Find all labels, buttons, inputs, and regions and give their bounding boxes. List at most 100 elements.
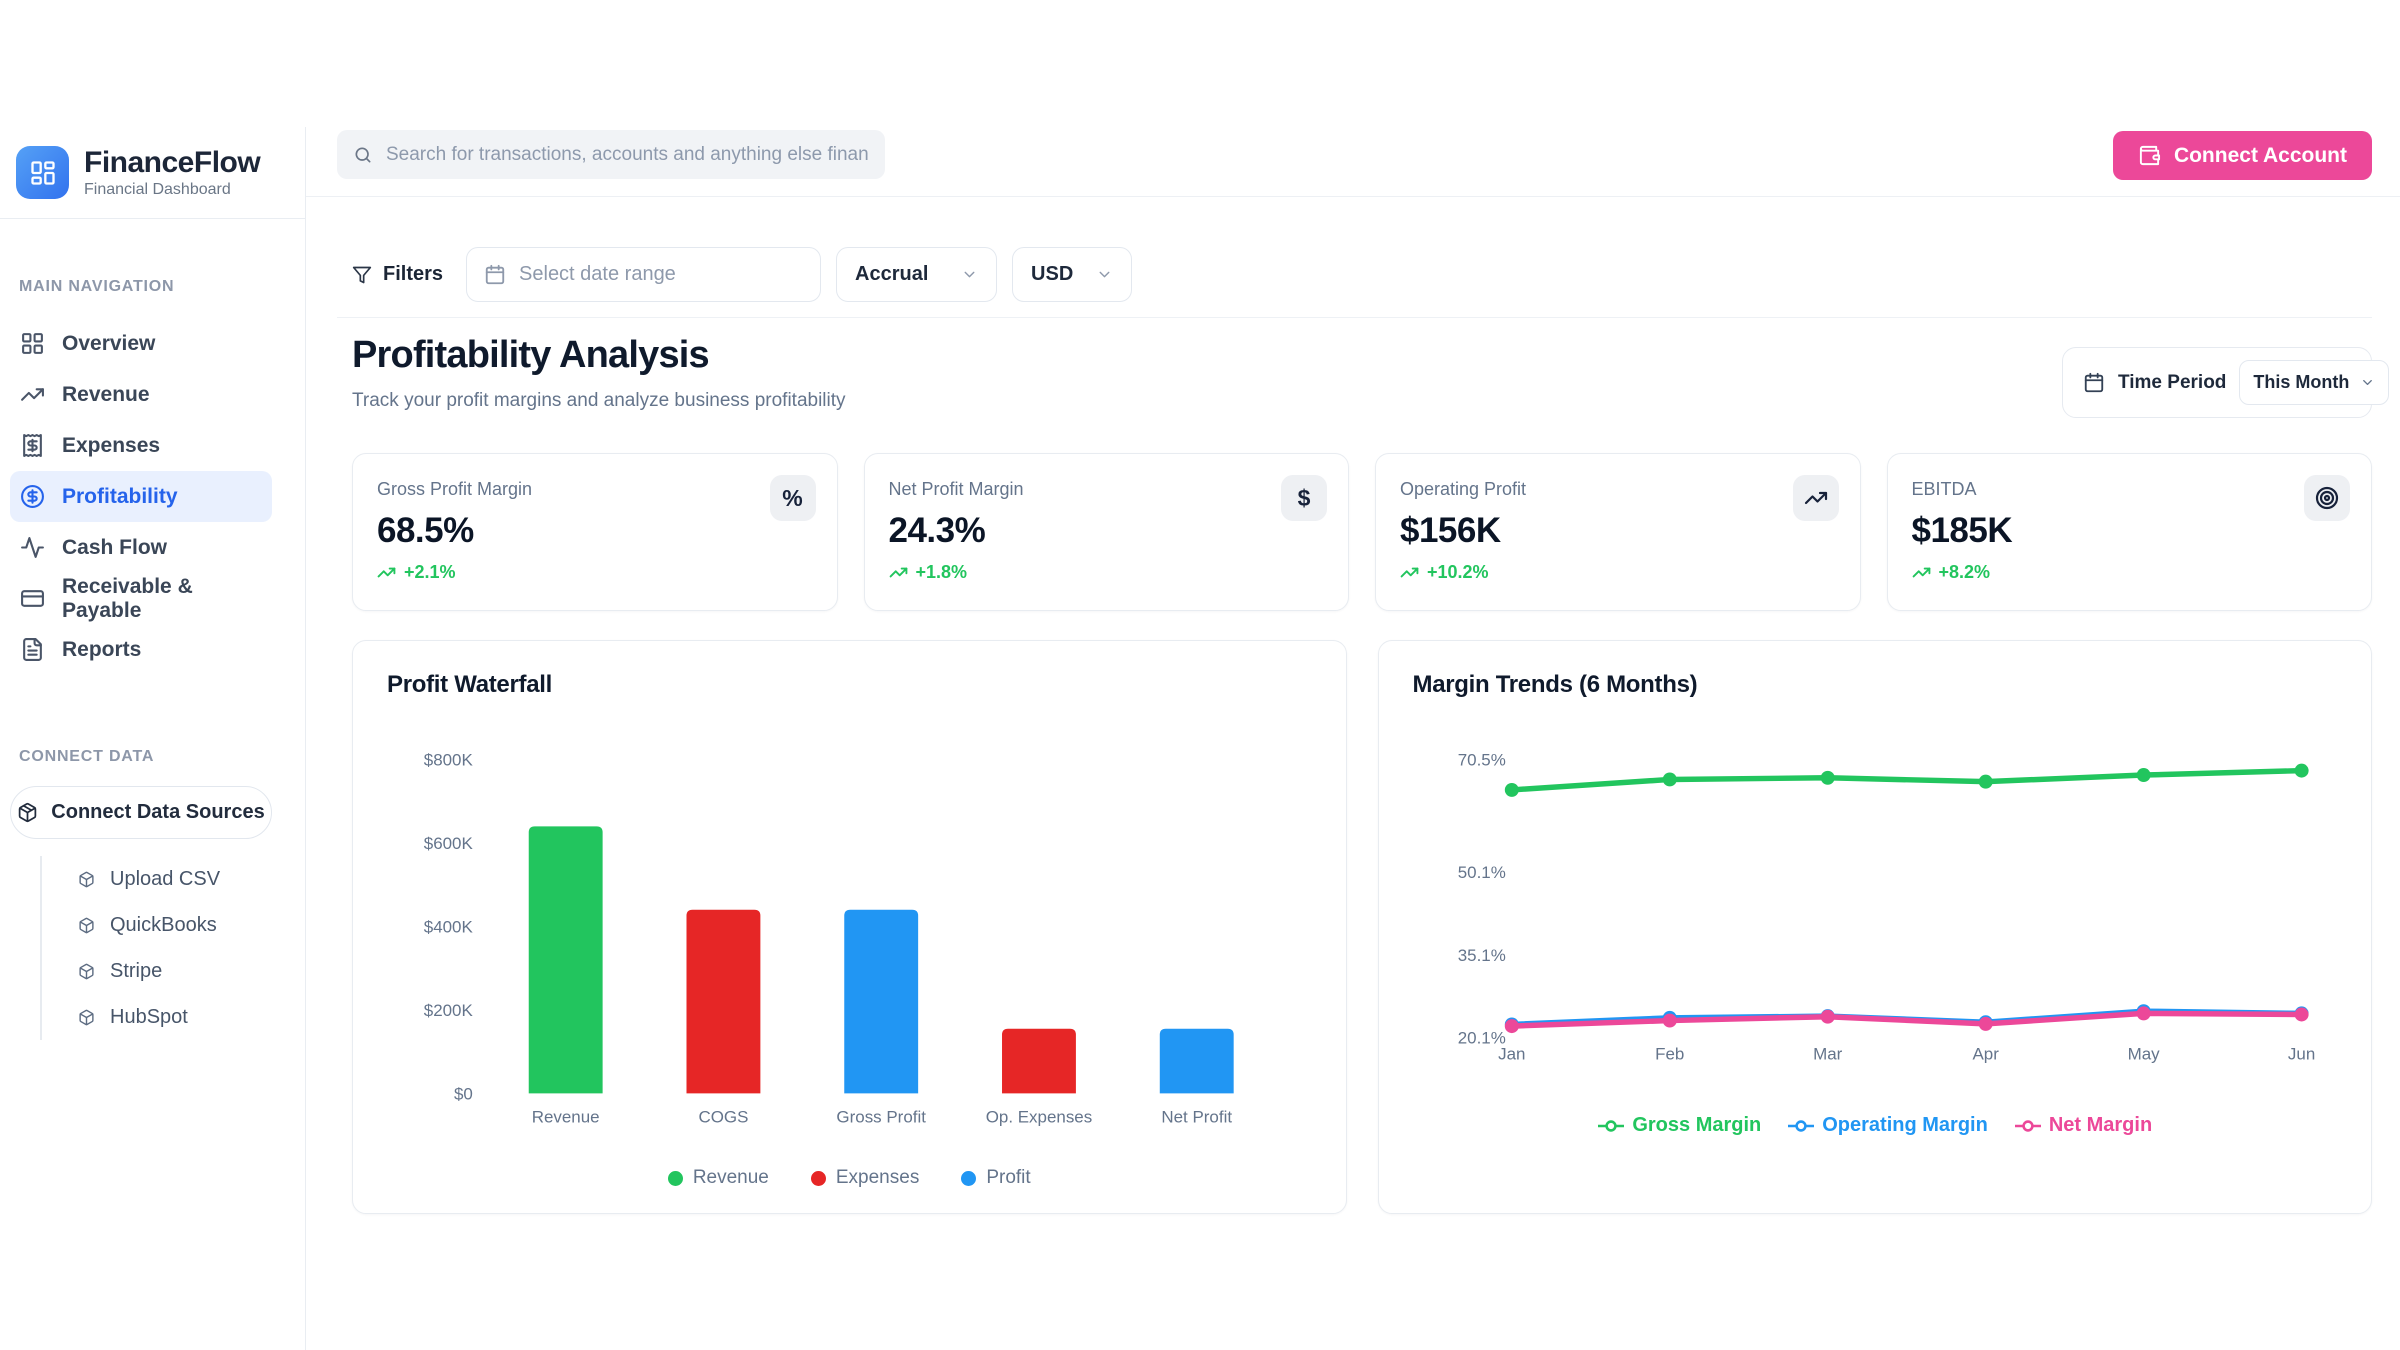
- point-Net Margin: [2294, 1007, 2309, 1022]
- y-tick: $0: [454, 1084, 473, 1103]
- y-tick: $800K: [424, 751, 474, 770]
- credit-card-icon: [21, 590, 44, 607]
- sidebar-item-profitability[interactable]: Profitability: [10, 471, 272, 522]
- connect-data-sources-button[interactable]: Connect Data Sources: [10, 786, 272, 839]
- point-Gross Margin: [1662, 772, 1677, 787]
- sidebar-item-cash-flow[interactable]: Cash Flow: [10, 522, 272, 573]
- y-tick: $600K: [424, 834, 474, 853]
- line-Net Margin: [1508, 1010, 2304, 1029]
- legend-dot-icon: [961, 1170, 977, 1186]
- chart-title: Margin Trends (6 Months): [1412, 671, 1698, 698]
- x-label: COGS: [698, 1107, 748, 1126]
- time-period-select[interactable]: This Month: [2239, 360, 2390, 405]
- time-period-label: Time Period: [2118, 371, 2227, 393]
- connect-data-subitems: Upload CSV QuickBooks Stripe HubSpot: [40, 856, 280, 1040]
- currency-select[interactable]: USD: [1012, 247, 1133, 302]
- legend-dot-icon: [667, 1170, 683, 1186]
- package-icon: [79, 917, 94, 933]
- bar-Net Profit: [1159, 1028, 1234, 1094]
- legend-line-icon: [1598, 1119, 1625, 1132]
- kpi-cards: Gross Profit Margin 68.5% +2.1% % Net Pr…: [352, 453, 2372, 611]
- trending-up-icon: [889, 567, 907, 578]
- calendar-icon: [2084, 372, 2104, 392]
- point-Gross Margin: [2294, 763, 2309, 778]
- legend-item: Gross Margin: [1597, 1114, 1761, 1137]
- profit-waterfall-card: $800K $600K $400K $200K $0 Revenue COGS Gross P…: [352, 640, 1347, 1214]
- brand-subtitle: Financial Dashboard: [84, 181, 231, 198]
- kpi-ebitda: EBITDA $185K +8.2%: [1886, 453, 2372, 611]
- sidebar-item-expenses[interactable]: Expenses: [10, 420, 272, 471]
- search-input[interactable]: [386, 143, 869, 166]
- kpi-label: Operating Profit: [1400, 479, 1527, 499]
- circle-dollar-icon: [21, 485, 44, 508]
- receipt-icon: [23, 434, 42, 457]
- kpi-label: Net Profit Margin: [888, 479, 1024, 499]
- sidebar-item-label: Revenue: [62, 382, 150, 406]
- funnel-icon: [352, 266, 372, 283]
- main-navigation: Overview Revenue Expenses Profitability …: [10, 318, 272, 675]
- sidebar-item-quickbooks[interactable]: QuickBooks: [42, 902, 280, 948]
- kpi-delta: +1.8%: [889, 562, 1325, 583]
- connect-data-label: CONNECT DATA: [19, 748, 155, 765]
- sidebar-item-overview[interactable]: Overview: [10, 318, 272, 369]
- kpi-value: $185K: [1911, 511, 2013, 550]
- package-icon: [19, 802, 37, 823]
- kpi-gross-profit-margin: Gross Profit Margin 68.5% +2.1% %: [352, 453, 838, 611]
- sidebar-item-hubspot[interactable]: HubSpot: [42, 994, 280, 1040]
- page-subtitle: Track your profit margins and analyze bu…: [352, 390, 846, 411]
- package-icon: [79, 1009, 94, 1025]
- activity-icon: [21, 537, 44, 558]
- x-label: Jun: [2287, 1045, 2314, 1064]
- dollar-icon: $: [1281, 475, 1327, 521]
- kpi-net-profit-margin: Net Profit Margin 24.3% +1.8% $: [863, 453, 1349, 611]
- sidebar-item-label: Reports: [62, 637, 142, 661]
- kpi-value: 24.3%: [888, 511, 986, 550]
- kpi-value: $156K: [1400, 511, 1501, 550]
- legend-item: Operating Margin: [1787, 1114, 1988, 1137]
- page-title: Profitability Analysis: [352, 334, 710, 376]
- sidebar-item-label: Profitability: [62, 484, 178, 508]
- point-Gross Margin: [2136, 768, 2151, 783]
- point-Net Margin: [1820, 1009, 1835, 1024]
- date-range-input[interactable]: [519, 263, 804, 286]
- package-icon: [79, 963, 94, 979]
- sidebar-item-label: Expenses: [62, 433, 161, 457]
- charts-row: $800K $600K $400K $200K $0 Revenue COGS Gross P…: [352, 640, 2372, 1214]
- x-label: Jan: [1498, 1045, 1525, 1064]
- date-range-field[interactable]: [466, 247, 822, 302]
- x-label: Feb: [1655, 1045, 1684, 1064]
- x-label: Revenue: [532, 1107, 600, 1126]
- line-Gross Margin: [1508, 767, 2304, 793]
- x-label: May: [2127, 1045, 2160, 1064]
- point-Gross Margin: [1820, 770, 1835, 785]
- file-text-icon: [23, 638, 42, 661]
- kpi-label: Gross Profit Margin: [377, 479, 533, 499]
- grid-icon: [22, 333, 43, 354]
- filters-button[interactable]: Filters: [352, 263, 443, 286]
- y-tick: 50.1%: [1457, 863, 1505, 882]
- point-Net Margin: [1504, 1019, 1519, 1034]
- chevron-down-icon: [2363, 380, 2373, 385]
- sidebar-item-upload-csv[interactable]: Upload CSV: [42, 856, 280, 902]
- trending-up-icon: [1792, 475, 1839, 521]
- y-tick: 70.5%: [1457, 751, 1505, 770]
- sidebar-item-revenue[interactable]: Revenue: [10, 369, 272, 420]
- sidebar-item-receivable-payable[interactable]: Receivable & Payable: [10, 573, 272, 624]
- percent-icon: %: [769, 475, 816, 521]
- connect-account-button[interactable]: Connect Account: [2112, 131, 2372, 180]
- brand-logo-icon: [16, 146, 69, 199]
- sidebar-item-stripe[interactable]: Stripe: [42, 948, 280, 994]
- filters-row: Filters Accrual USD: [352, 247, 1133, 302]
- accounting-basis-select[interactable]: Accrual: [836, 247, 998, 302]
- trending-up-icon: [377, 567, 396, 578]
- sidebar-item-reports[interactable]: Reports: [10, 624, 272, 675]
- sidebar-item-label: Cash Flow: [62, 535, 168, 559]
- legend-line-icon: [1788, 1119, 1815, 1132]
- target-icon: [2304, 475, 2350, 521]
- trending-up-icon: [1912, 567, 1930, 578]
- sidebar-item-label: Overview: [62, 331, 156, 355]
- chart-title: Profit Waterfall: [387, 671, 552, 698]
- point-Gross Margin: [1978, 774, 1993, 789]
- y-tick: $400K: [424, 917, 474, 936]
